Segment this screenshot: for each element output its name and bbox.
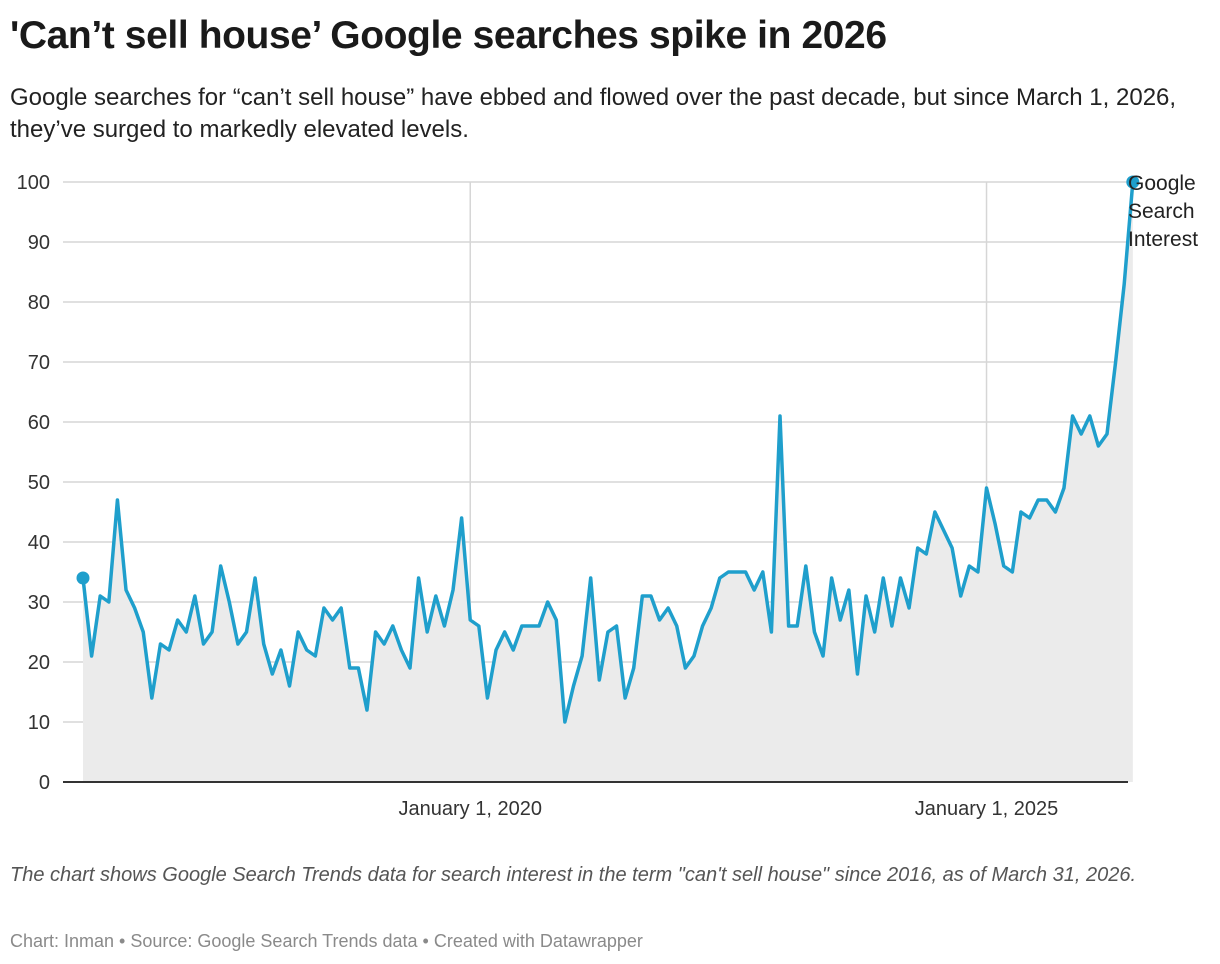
x-tick-label-0: January 1, 2020 <box>399 798 542 820</box>
y-tick-label-90: 90 <box>28 232 50 254</box>
y-tick-label-60: 60 <box>28 412 50 434</box>
y-tick-label-10: 10 <box>28 712 50 734</box>
y-tick-label-30: 30 <box>28 592 50 614</box>
y-tick-label-20: 20 <box>28 652 50 674</box>
series-label-line: Search <box>1128 200 1195 223</box>
series-label: Google Search Interest <box>1128 172 1198 251</box>
y-tick-label-100: 100 <box>17 172 50 194</box>
y-tick-label-70: 70 <box>28 352 50 374</box>
series-area-fill <box>83 182 1133 782</box>
y-tick-label-80: 80 <box>28 292 50 314</box>
endpoint-markers <box>76 175 1140 585</box>
chart-title: 'Can’t sell house’ Google searches spike… <box>10 14 887 57</box>
chart-note: The chart shows Google Search Trends dat… <box>10 864 1137 886</box>
y-tick-label-0: 0 <box>39 772 50 794</box>
series-line <box>81 180 1135 724</box>
series-label-line: Interest <box>1128 228 1198 251</box>
chart-source: Chart: Inman • Source: Google Search Tre… <box>10 931 643 951</box>
y-axis-ticks: 0 10 20 30 40 50 60 70 80 90 100 <box>17 172 50 794</box>
chart-subtitle: Google searches for “can’t sell house” h… <box>10 84 1177 143</box>
y-tick-label-50: 50 <box>28 472 50 494</box>
x-tick-label-1: January 1, 2025 <box>915 798 1058 820</box>
series-label-line: Google <box>1128 172 1196 195</box>
start-point-marker <box>76 571 90 585</box>
x-axis-ticks: January 1, 2020 January 1, 2025 <box>399 798 1059 820</box>
y-tick-label-40: 40 <box>28 532 50 554</box>
end-point-marker <box>1126 175 1140 189</box>
